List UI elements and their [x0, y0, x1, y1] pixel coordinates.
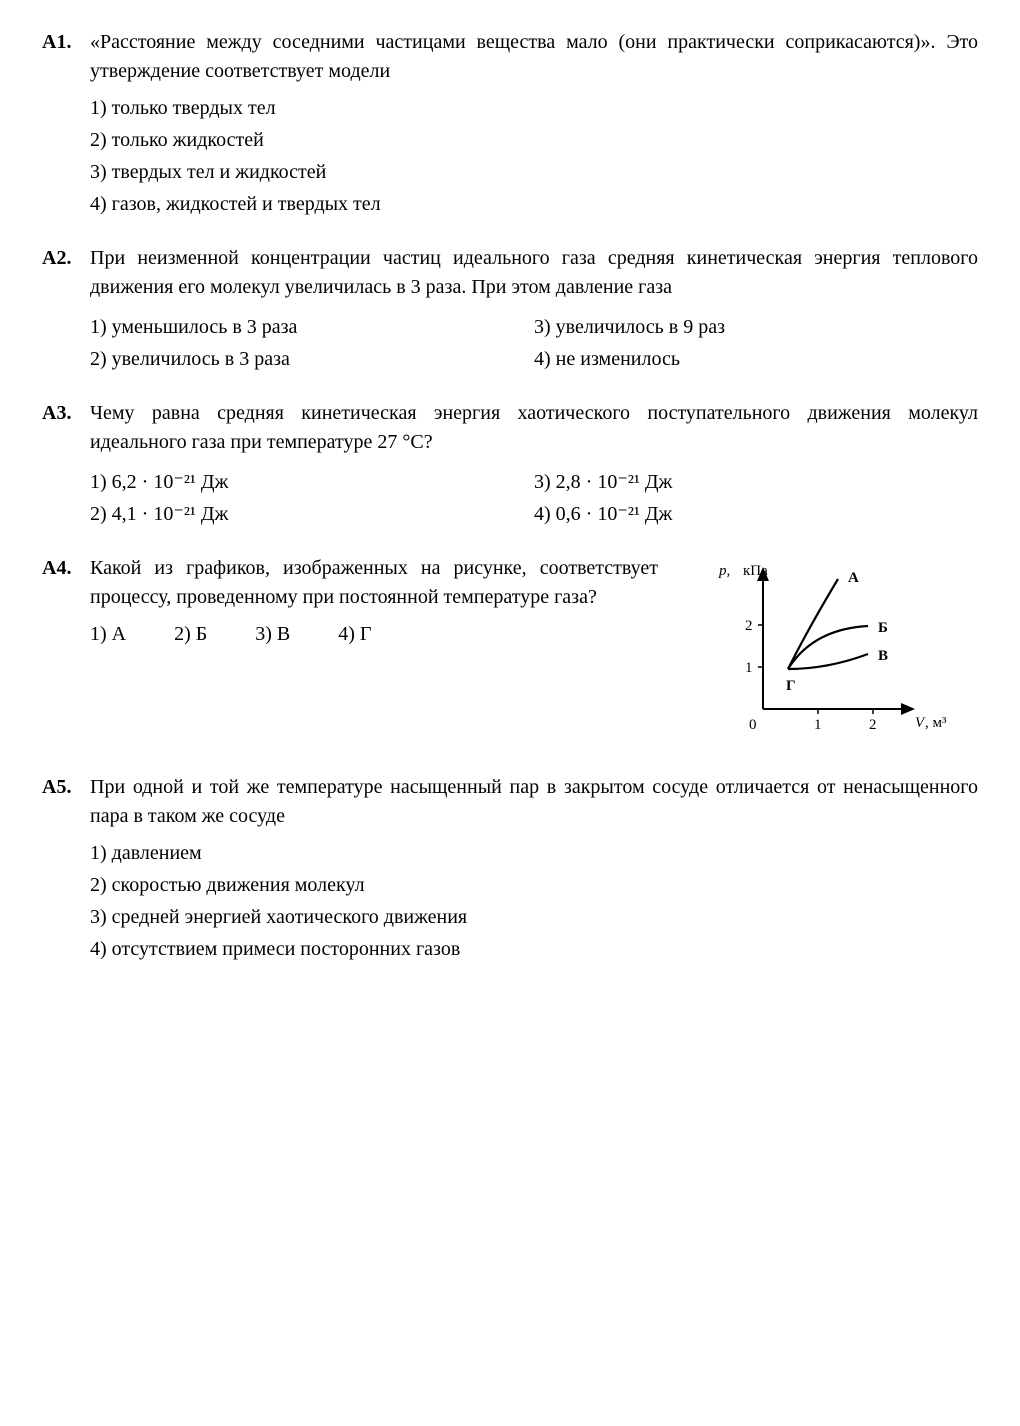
question-stem: При неизменной концентрации частиц идеал…	[90, 244, 978, 302]
svg-text:Б: Б	[878, 620, 888, 636]
graph-pv: p, кПаV, м³12120АБВГ	[678, 554, 978, 751]
svg-text:, м³: , м³	[925, 715, 947, 731]
options-list: 1) А 2) Б 3) В 4) Г	[90, 620, 658, 649]
graph-svg: p, кПаV, м³12120АБВГ	[678, 554, 978, 744]
svg-text:1: 1	[814, 717, 822, 733]
svg-text:2: 2	[869, 717, 877, 733]
question-stem: «Расстояние между соседними частицами ве…	[90, 28, 978, 86]
options-list: 1) 6,2 · 10⁻²¹ Дж 2) 4,1 · 10⁻²¹ Дж 3) 2…	[90, 465, 978, 532]
option-2: 2) Б	[174, 620, 207, 649]
svg-text:0: 0	[749, 717, 757, 733]
options-list: 1) давлением 2) скоростью движения молек…	[90, 839, 978, 964]
question-a4: А4. Какой из графиков, изображенных на р…	[42, 554, 978, 751]
question-a2: А2. При неизменной концентрации частиц и…	[42, 244, 978, 377]
svg-text:В: В	[878, 648, 888, 664]
question-body: При одной и той же температуре насыщенны…	[90, 773, 978, 967]
svg-text:p,: p,	[718, 563, 730, 579]
options-list: 1) уменьшилось в 3 раза 2) увеличилось в…	[90, 310, 978, 377]
option-3: 3) 2,8 · 10⁻²¹ Дж	[534, 468, 978, 497]
question-stem: Чему равна средняя кинетическая энергия …	[90, 399, 978, 457]
option-2: 2) 4,1 · 10⁻²¹ Дж	[90, 500, 534, 529]
option-1: 1) уменьшилось в 3 раза	[90, 313, 534, 342]
option-1: 1) А	[90, 620, 126, 649]
question-body: «Расстояние между соседними частицами ве…	[90, 28, 978, 222]
svg-text:кПа: кПа	[743, 563, 768, 579]
question-a1: А1. «Расстояние между соседними частицам…	[42, 28, 978, 222]
option-2: 2) увеличилось в 3 раза	[90, 345, 534, 374]
option-1: 1) давлением	[90, 839, 978, 868]
svg-text:Г: Г	[786, 678, 796, 694]
question-label: А2.	[42, 244, 90, 273]
question-body: При неизменной концентрации частиц идеал…	[90, 244, 978, 377]
option-3: 3) увеличилось в 9 раз	[534, 313, 978, 342]
svg-text:А: А	[848, 570, 859, 586]
question-label: А5.	[42, 773, 90, 802]
svg-text:1: 1	[745, 660, 753, 676]
option-2: 2) только жидкостей	[90, 126, 978, 155]
question-body: Чему равна средняя кинетическая энергия …	[90, 399, 978, 532]
option-4: 4) газов, жидкостей и твердых тел	[90, 190, 978, 219]
options-list: 1) только твердых тел 2) только жидкосте…	[90, 94, 978, 219]
question-label: А1.	[42, 28, 90, 57]
question-stem: При одной и той же температуре насыщенны…	[90, 773, 978, 831]
option-4: 4) отсутствием примеси посторонних газов	[90, 935, 978, 964]
option-3: 3) твердых тел и жидкостей	[90, 158, 978, 187]
question-body: Какой из графиков, изображенных на рисун…	[90, 554, 978, 751]
option-4: 4) Г	[338, 620, 371, 649]
option-4: 4) 0,6 · 10⁻²¹ Дж	[534, 500, 978, 529]
option-4: 4) не изменилось	[534, 345, 978, 374]
option-2: 2) скоростью движения молекул	[90, 871, 978, 900]
question-a5: А5. При одной и той же температуре насыщ…	[42, 773, 978, 967]
option-1: 1) 6,2 · 10⁻²¹ Дж	[90, 468, 534, 497]
question-label: А3.	[42, 399, 90, 428]
question-label: А4.	[42, 554, 90, 583]
option-3: 3) В	[255, 620, 290, 649]
question-stem: Какой из графиков, изображенных на рисун…	[90, 554, 658, 612]
option-1: 1) только твердых тел	[90, 94, 978, 123]
option-3: 3) средней энергией хаотического движени…	[90, 903, 978, 932]
question-a3: А3. Чему равна средняя кинетическая энер…	[42, 399, 978, 532]
svg-text:2: 2	[745, 618, 753, 634]
